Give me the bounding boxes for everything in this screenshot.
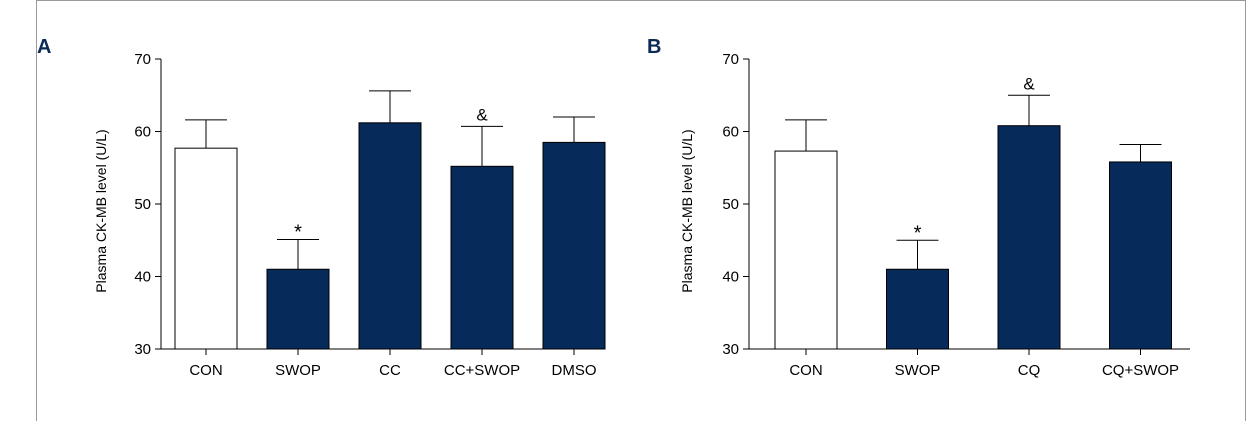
bar <box>542 141 606 350</box>
significance-marker: * <box>294 222 302 244</box>
x-tick-label: DMSO <box>552 362 597 379</box>
bar <box>1109 161 1172 350</box>
y-tick-label: 40 <box>722 269 739 286</box>
bar <box>997 125 1061 350</box>
bar <box>774 150 838 350</box>
y-tick-label: 30 <box>134 341 151 358</box>
panel-letter-b: B <box>647 36 662 58</box>
y-tick-label: 60 <box>722 124 739 141</box>
bar <box>266 268 330 350</box>
significance-marker: & <box>1023 74 1035 93</box>
bar <box>358 122 422 350</box>
y-tick-label: 70 <box>722 51 739 68</box>
x-tick-label: CON <box>789 362 822 379</box>
y-tick-label: 40 <box>134 269 151 286</box>
bar <box>886 268 949 350</box>
y-tick-label: 50 <box>722 196 739 213</box>
y-axis-title: Plasma CK-MB level (U/L) <box>93 129 109 292</box>
x-tick-label: CQ <box>1018 362 1041 379</box>
x-tick-label: CC+SWOP <box>444 362 520 379</box>
panel-letter-a: A <box>37 36 52 58</box>
significance-marker: * <box>914 222 922 244</box>
x-tick-label: CQ+SWOP <box>1102 362 1179 379</box>
chart-b: 30 40 50 60 70 Plasma CK-MB level (U/L) CON SWO… <box>679 51 1190 379</box>
x-tick-label: CON <box>189 362 222 379</box>
bar <box>174 147 238 350</box>
bar <box>450 165 514 350</box>
x-tick-label: SWOP <box>895 362 941 379</box>
y-tick-label: 30 <box>722 341 739 358</box>
y-tick-label: 70 <box>134 51 151 68</box>
chart-a: 30 40 50 60 70 Plasma CK-MB level (U/L) CON SWO… <box>93 51 606 379</box>
x-tick-label: CC <box>379 362 401 379</box>
significance-marker: & <box>476 105 488 124</box>
y-axis-title: Plasma CK-MB level (U/L) <box>679 129 695 292</box>
y-tick-label: 50 <box>134 196 151 213</box>
x-tick-label: SWOP <box>275 362 321 379</box>
y-tick-label: 60 <box>134 124 151 141</box>
